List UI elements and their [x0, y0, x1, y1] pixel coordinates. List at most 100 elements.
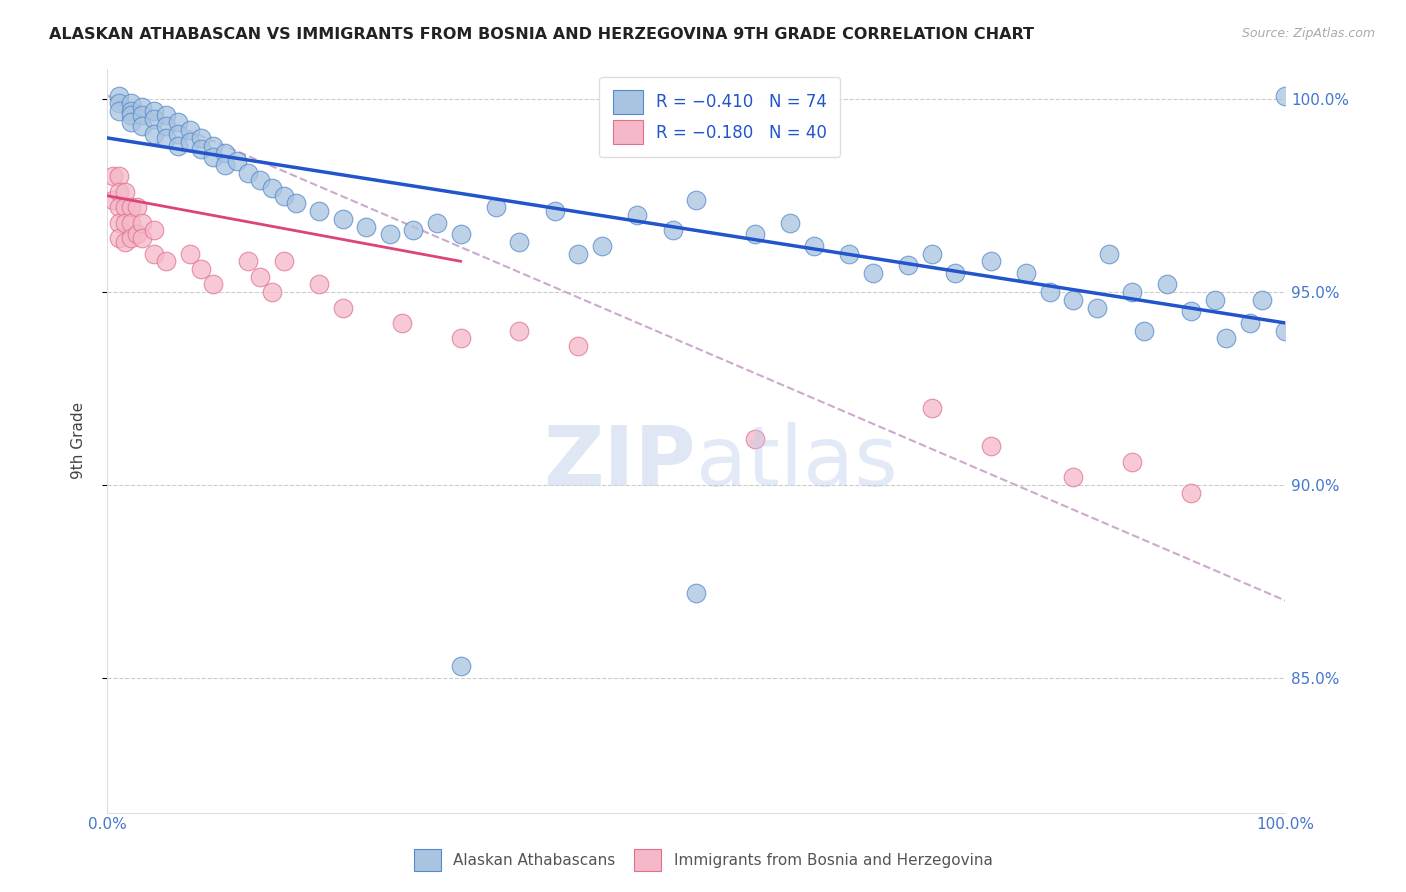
Point — [120, 103, 142, 118]
Point — [131, 120, 153, 134]
Point — [101, 169, 124, 184]
Point — [1250, 293, 1272, 307]
Point — [838, 246, 860, 260]
Point — [155, 108, 177, 122]
Point — [685, 586, 707, 600]
Point — [567, 339, 589, 353]
Point — [450, 659, 472, 673]
Point — [125, 200, 148, 214]
Point — [508, 324, 530, 338]
Point — [143, 246, 166, 260]
Point — [131, 216, 153, 230]
Point — [1274, 324, 1296, 338]
Point — [225, 154, 247, 169]
Point — [202, 138, 225, 153]
Point — [179, 246, 201, 260]
Point — [155, 131, 177, 145]
Point — [1204, 293, 1226, 307]
Legend: Alaskan Athabascans, Immigrants from Bosnia and Herzegovina: Alaskan Athabascans, Immigrants from Bos… — [405, 840, 1001, 880]
Point — [214, 158, 236, 172]
Point — [202, 150, 225, 164]
Point — [1062, 470, 1084, 484]
Point — [921, 246, 943, 260]
Point — [114, 235, 136, 249]
Point — [108, 96, 131, 111]
Point — [179, 135, 201, 149]
Point — [179, 123, 201, 137]
Point — [1215, 331, 1237, 345]
Point — [249, 173, 271, 187]
Point — [391, 316, 413, 330]
Point — [166, 115, 188, 129]
Point — [143, 103, 166, 118]
Point — [332, 301, 354, 315]
Point — [284, 196, 307, 211]
Point — [450, 331, 472, 345]
Point — [426, 216, 449, 230]
Point — [591, 239, 613, 253]
Point — [980, 254, 1002, 268]
Point — [1085, 301, 1108, 315]
Point — [661, 223, 683, 237]
Legend: R = −0.410   N = 74, R = −0.180   N = 40: R = −0.410 N = 74, R = −0.180 N = 40 — [599, 77, 841, 157]
Point — [101, 193, 124, 207]
Point — [131, 231, 153, 245]
Point — [544, 204, 567, 219]
Point — [166, 127, 188, 141]
Point — [202, 277, 225, 292]
Point — [308, 204, 330, 219]
Point — [1274, 88, 1296, 103]
Point — [120, 108, 142, 122]
Point — [143, 127, 166, 141]
Point — [897, 258, 920, 272]
Point — [120, 200, 142, 214]
Point — [125, 227, 148, 242]
Point — [155, 254, 177, 268]
Point — [744, 432, 766, 446]
Point — [803, 239, 825, 253]
Point — [508, 235, 530, 249]
Point — [1133, 324, 1156, 338]
Point — [260, 181, 283, 195]
Y-axis label: 9th Grade: 9th Grade — [72, 402, 86, 479]
Point — [1180, 304, 1202, 318]
Point — [108, 231, 131, 245]
Point — [249, 269, 271, 284]
Text: atlas: atlas — [696, 422, 898, 503]
Point — [273, 254, 295, 268]
Point — [166, 138, 188, 153]
Point — [120, 231, 142, 245]
Point — [260, 285, 283, 299]
Point — [402, 223, 425, 237]
Point — [485, 200, 508, 214]
Point — [120, 216, 142, 230]
Point — [378, 227, 401, 242]
Point — [1121, 285, 1143, 299]
Point — [238, 166, 260, 180]
Text: ZIP: ZIP — [544, 422, 696, 503]
Point — [120, 115, 142, 129]
Point — [685, 193, 707, 207]
Point — [190, 262, 212, 277]
Point — [190, 131, 212, 145]
Point — [108, 88, 131, 103]
Point — [108, 103, 131, 118]
Point — [308, 277, 330, 292]
Point — [214, 146, 236, 161]
Point — [131, 100, 153, 114]
Point — [1015, 266, 1038, 280]
Point — [1062, 293, 1084, 307]
Point — [1180, 485, 1202, 500]
Point — [114, 200, 136, 214]
Point — [862, 266, 884, 280]
Point — [238, 254, 260, 268]
Point — [108, 185, 131, 199]
Point — [744, 227, 766, 242]
Point — [1121, 455, 1143, 469]
Point — [943, 266, 966, 280]
Text: ALASKAN ATHABASCAN VS IMMIGRANTS FROM BOSNIA AND HERZEGOVINA 9TH GRADE CORRELATI: ALASKAN ATHABASCAN VS IMMIGRANTS FROM BO… — [49, 27, 1035, 42]
Point — [921, 401, 943, 415]
Point — [779, 216, 801, 230]
Point — [114, 216, 136, 230]
Point — [1097, 246, 1119, 260]
